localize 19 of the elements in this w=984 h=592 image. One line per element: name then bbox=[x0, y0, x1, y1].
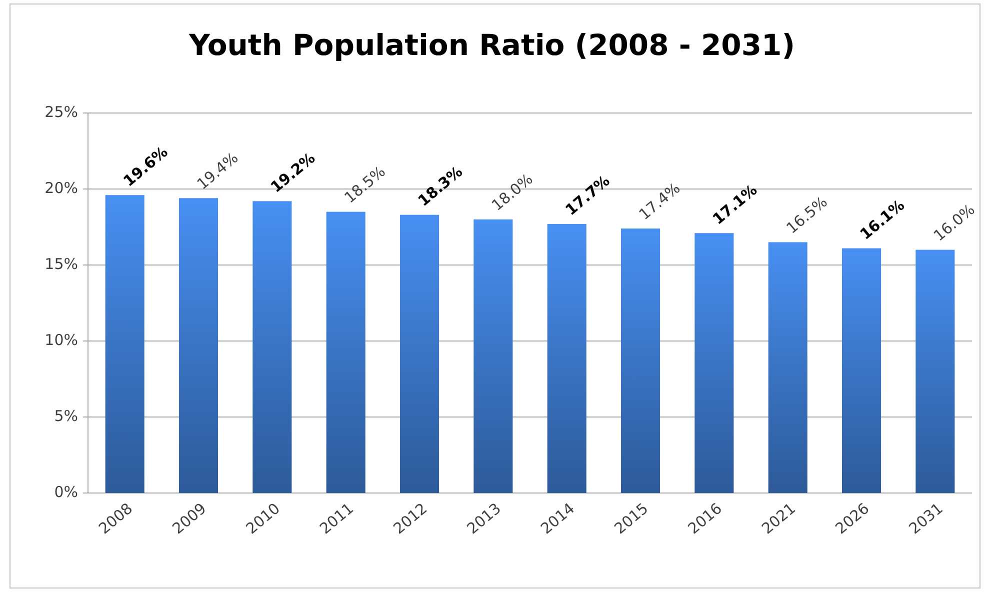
bar bbox=[252, 201, 292, 493]
y-tick-label: 10% bbox=[44, 331, 78, 350]
y-tick-label: 20% bbox=[44, 179, 78, 198]
bar bbox=[768, 242, 808, 493]
chart-title: Youth Population Ratio (2008 - 2031) bbox=[188, 28, 795, 62]
bar bbox=[842, 248, 882, 493]
bar bbox=[547, 224, 586, 493]
y-tick-label: 0% bbox=[54, 483, 78, 502]
bar bbox=[105, 195, 144, 493]
bar bbox=[400, 214, 440, 493]
bar bbox=[326, 212, 366, 493]
y-tick-label: 15% bbox=[44, 255, 78, 274]
y-tick-label: 5% bbox=[54, 407, 78, 426]
bar bbox=[178, 198, 218, 493]
y-tick-label: 25% bbox=[44, 103, 78, 122]
bar bbox=[620, 228, 660, 493]
bar bbox=[694, 233, 734, 493]
bar bbox=[474, 219, 513, 493]
bar bbox=[916, 250, 955, 493]
